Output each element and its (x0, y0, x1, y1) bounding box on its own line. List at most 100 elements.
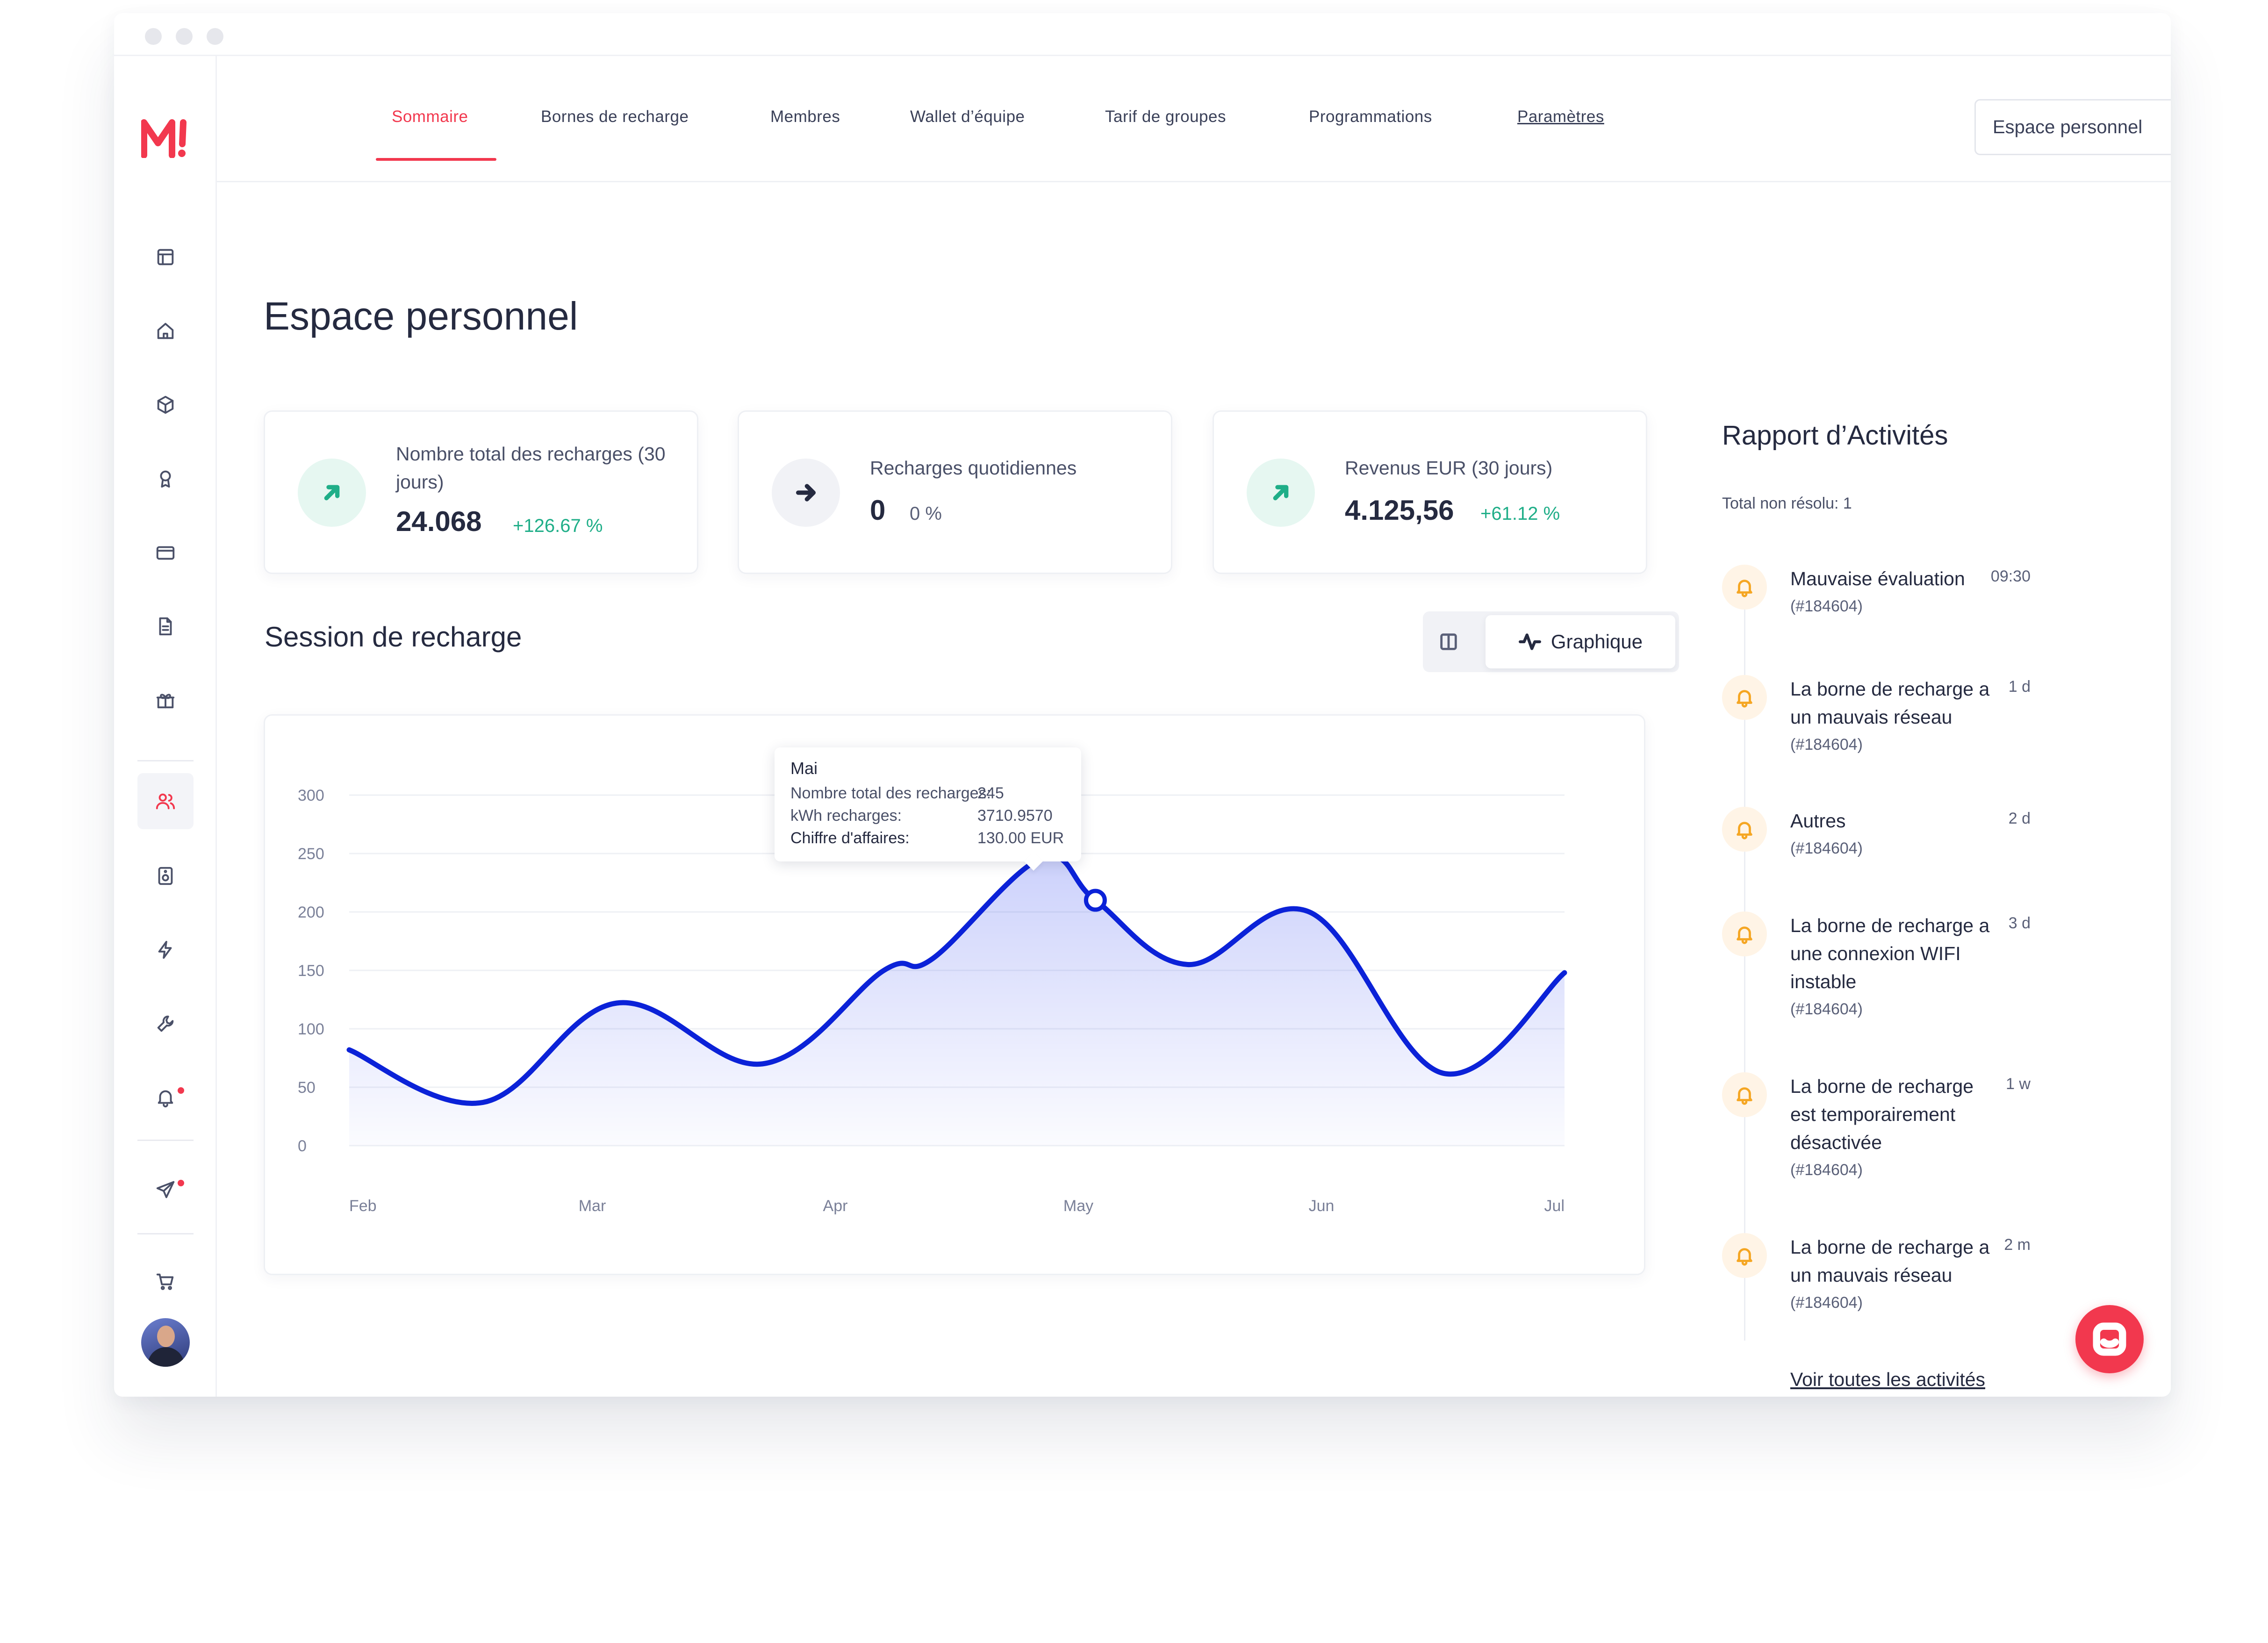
arrow-right-icon (772, 459, 840, 527)
sidebar-divider (137, 1233, 194, 1234)
tooltip-title: Mai (790, 759, 818, 778)
activity-item-time: 1 w (2006, 1075, 2031, 1093)
cart-icon[interactable] (151, 1268, 179, 1296)
app-window: Sommaire Bornes de recharge Membres Wall… (114, 13, 2171, 1397)
y-tick-label: 50 (298, 1079, 316, 1097)
x-tick-label: Jun (1309, 1197, 1335, 1215)
tab-bornes-de-recharge[interactable]: Bornes de recharge (541, 108, 689, 126)
view-toggle: Graphique (1423, 611, 1679, 672)
series-area (349, 856, 1565, 1146)
highlight-point (1084, 889, 1107, 912)
tooltip-value: 245 (977, 784, 1004, 802)
active-tab-indicator (376, 158, 496, 161)
tab-sommaire[interactable]: Sommaire (392, 108, 468, 126)
section-title: Session de recharge (265, 621, 522, 653)
activity-item-title: La borne de recharge a un mauvais réseau (1790, 1236, 1990, 1286)
graph-view-label: Graphique (1550, 631, 1643, 653)
activity-item-title: La borne de recharge a une connexion WIF… (1790, 915, 1990, 992)
activity-item-id: (#184604) (1790, 597, 1863, 615)
tooltip-key: kWh recharges: (790, 807, 902, 825)
lightning-icon[interactable] (151, 936, 179, 964)
bell-icon (1722, 911, 1767, 956)
bell-icon (1722, 1233, 1767, 1278)
bell-icon (1722, 807, 1767, 852)
stat-card-revenus: Revenus EUR (30 jours) 4.125,56 +61.12 % (1213, 410, 1647, 574)
activity-item-id: (#184604) (1790, 839, 1863, 857)
activity-title: Rapport d’Activités (1722, 420, 1948, 451)
bell-icon[interactable] (151, 1083, 179, 1112)
users-icon[interactable] (151, 787, 179, 815)
activity-item-title: La borne de recharge a un mauvais réseau (1790, 678, 1990, 728)
columns-icon (1440, 633, 1457, 650)
award-icon[interactable] (151, 465, 179, 493)
tab-wallet[interactable]: Wallet d’équipe (910, 108, 1025, 126)
y-tick-label: 200 (298, 904, 324, 921)
gift-icon[interactable] (151, 686, 179, 714)
bell-icon (1722, 675, 1767, 720)
stat-label: Nombre total des recharges (30 jours) (396, 443, 666, 493)
logo[interactable] (141, 116, 188, 158)
y-tick-label: 100 (298, 1020, 324, 1038)
box-icon[interactable] (151, 391, 179, 419)
home-icon[interactable] (151, 317, 179, 345)
y-tick-label: 250 (298, 845, 324, 863)
activity-icon (1518, 633, 1541, 650)
send-icon[interactable] (151, 1176, 179, 1204)
columns-view-button[interactable] (1434, 627, 1463, 656)
tooltip-key: Nombre total des recharges: (790, 784, 991, 802)
activity-item-title: Autres (1790, 810, 1846, 832)
layout-icon[interactable] (151, 243, 179, 271)
sidebar-divider (137, 760, 194, 761)
speaker-icon[interactable] (151, 862, 179, 890)
stat-label: Revenus EUR (30 jours) (1345, 457, 1553, 479)
chart-svg: 0 50 100 150 200 250 300 Feb Mar Apr May Jun Jul (298, 787, 1567, 1215)
y-tick-label: 150 (298, 962, 324, 980)
tab-tarif-de-groupes[interactable]: Tarif de groupes (1105, 108, 1226, 126)
series-line (346, 854, 1567, 1106)
tab-membres[interactable]: Membres (770, 108, 840, 126)
activity-item-time: 2 m (2004, 1236, 2031, 1254)
space-select[interactable]: Espace personnel (1974, 99, 2171, 155)
x-tick-label: Feb (349, 1197, 377, 1215)
y-tick-label: 0 (298, 1137, 307, 1155)
activity-item-time: 1 d (2008, 678, 2031, 696)
credit-card-icon[interactable] (151, 538, 179, 567)
arrow-up-right-icon (1247, 459, 1315, 527)
see-all-activities-link[interactable]: Voir toutes les activités (1790, 1369, 1986, 1390)
graph-view-button[interactable]: Graphique (1486, 615, 1675, 668)
tooltip-value: 130.00 EUR (977, 829, 1064, 847)
chat-button[interactable] (2075, 1305, 2144, 1373)
activity-item-time: 09:30 (1990, 567, 2031, 585)
x-tick-label: Mar (579, 1197, 606, 1215)
timeline-line (1744, 574, 1745, 1341)
stat-card-recharges-quotidiennes: Recharges quotidiennes 0 0 % (738, 410, 1172, 574)
x-tick-label: Apr (823, 1197, 848, 1215)
space-select-value: Espace personnel (1993, 116, 2143, 137)
tab-parametres[interactable]: Paramètres (1517, 108, 1604, 126)
chat-icon (2093, 1322, 2126, 1356)
activity-item-id: (#184604) (1790, 736, 1863, 753)
stat-label: Recharges quotidiennes (870, 457, 1077, 479)
stat-card-total-recharges: Nombre total des recharges (30 jours) 24… (264, 410, 698, 574)
avatar[interactable] (141, 1318, 190, 1367)
top-navigation: Sommaire Bornes de recharge Membres Wall… (217, 56, 2171, 182)
stat-value: 0 (870, 495, 886, 526)
tab-programmations[interactable]: Programmations (1309, 108, 1432, 126)
tooltip-row: kWh recharges: 3710.9570 (790, 804, 1065, 827)
chart-tooltip: Mai Nombre total des recharges: 245 kWh r… (775, 747, 1081, 871)
activity-item-id: (#184604) (1790, 1000, 1863, 1018)
window-dot (145, 28, 162, 45)
wrench-icon[interactable] (151, 1010, 179, 1038)
tooltip-key: Chiffre d'affaires: (790, 829, 910, 847)
document-icon[interactable] (151, 612, 179, 640)
activity-item-time: 3 d (2008, 914, 2031, 932)
bell-icon (1722, 565, 1767, 610)
stat-value: 24.068 (396, 506, 482, 537)
stat-delta: 0 % (910, 503, 942, 524)
window-dot (176, 28, 193, 45)
notification-dot (178, 1180, 184, 1186)
stat-delta: +61.12 % (1480, 503, 1560, 524)
sidebar (114, 56, 217, 1397)
x-tick-label: May (1063, 1197, 1093, 1215)
window-dot (207, 28, 223, 45)
